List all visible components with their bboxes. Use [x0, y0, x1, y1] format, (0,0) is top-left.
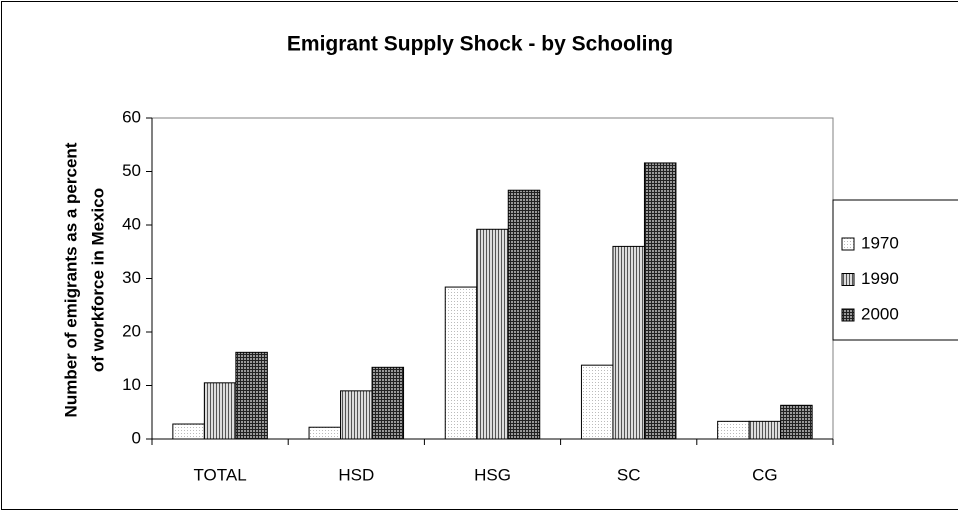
bar [612, 245, 645, 440]
chart-title: Emigrant Supply Shock - by Schooling [287, 33, 673, 56]
legend-label: 1990 [861, 269, 899, 288]
legend-swatch [841, 308, 855, 322]
y-axis-label: of workforce in Mexico [88, 188, 107, 372]
x-tick-label: TOTAL [193, 465, 246, 484]
bar [717, 420, 750, 440]
y-tick-label: 0 [132, 428, 141, 447]
bar [340, 390, 373, 440]
legend-swatch [841, 273, 855, 286]
bar [476, 228, 509, 440]
bar [507, 189, 541, 440]
bar [371, 366, 405, 440]
bar [580, 364, 614, 440]
x-tick-label: HSG [474, 465, 511, 484]
y-tick-label: 40 [122, 214, 141, 233]
x-tick-label: CG [752, 465, 778, 484]
bar [444, 286, 478, 440]
bar [643, 162, 677, 440]
legend-swatch [841, 237, 855, 251]
y-axis-label: Number of emigrants as a percent [61, 142, 80, 417]
x-tick-label: HSD [338, 465, 374, 484]
bar [203, 382, 237, 440]
bar [235, 351, 268, 440]
y-tick-label: 50 [122, 161, 141, 180]
bar [748, 420, 782, 440]
y-tick-label: 20 [122, 321, 141, 340]
bar [780, 404, 813, 440]
legend-label: 1970 [861, 233, 899, 252]
x-tick-label: SC [617, 465, 641, 484]
bar [308, 426, 342, 440]
bar [172, 423, 205, 440]
y-tick-label: 10 [122, 375, 141, 394]
y-tick-label: 60 [122, 107, 141, 126]
y-tick-label: 30 [122, 268, 141, 287]
legend-label: 2000 [861, 304, 899, 323]
